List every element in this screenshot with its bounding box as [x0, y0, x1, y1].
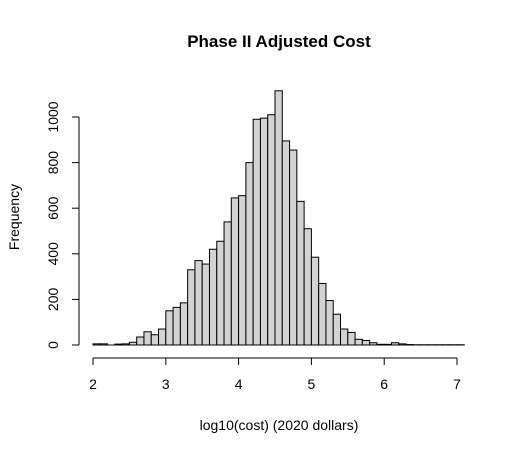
histogram-bar	[303, 228, 312, 346]
histogram-bar	[252, 118, 261, 346]
bars-group	[92, 90, 465, 346]
histogram-bar	[165, 310, 174, 346]
histogram-bar	[158, 328, 167, 346]
histogram-bar	[194, 260, 203, 346]
y-axis: 0 200 400 600 800 1000	[45, 101, 80, 349]
histogram-bar	[121, 343, 130, 346]
x-tick-label: 5	[308, 376, 316, 392]
histogram-bar	[296, 200, 305, 346]
y-tick-label: 400	[45, 242, 61, 266]
histogram-bar	[172, 306, 181, 346]
histogram-bar	[267, 114, 276, 346]
histogram-bar	[369, 342, 378, 346]
histogram-bar	[354, 338, 363, 346]
x-axis-label: log10(cost) (2020 dollars)	[200, 417, 359, 433]
histogram-bar	[245, 162, 254, 346]
histogram-bar	[114, 343, 123, 346]
x-tick-label: 2	[89, 376, 97, 392]
histogram-bar	[398, 343, 407, 346]
histogram-bar	[99, 343, 109, 346]
histogram-bar	[223, 221, 232, 346]
histogram-bar	[274, 90, 283, 346]
histogram-bar	[340, 328, 349, 346]
histogram-bar	[325, 300, 334, 346]
histogram-bar	[289, 149, 298, 346]
x-tick-label: 4	[235, 376, 243, 392]
histogram-bar	[150, 334, 160, 346]
y-tick-label: 0	[45, 341, 61, 349]
chart-title: Phase II Adjusted Cost	[187, 32, 371, 51]
histogram-bar	[179, 302, 189, 346]
histogram-bar	[238, 195, 247, 346]
histogram-bar	[92, 343, 101, 346]
histogram-bar	[201, 263, 210, 346]
histogram-bar	[259, 117, 269, 346]
y-axis-label: Frequency	[6, 184, 22, 250]
histogram-bar	[128, 341, 138, 346]
histogram-bar	[383, 343, 392, 346]
histogram-bar	[347, 331, 356, 346]
histogram-bar	[310, 256, 320, 346]
histogram-bar	[136, 336, 145, 346]
histogram-bar	[208, 248, 218, 346]
histogram-bar	[318, 282, 327, 346]
histogram-bar	[361, 339, 371, 346]
histogram-bar	[332, 313, 342, 346]
histogram-bar	[230, 197, 240, 346]
x-tick-label: 3	[162, 376, 170, 392]
histogram-bar	[376, 343, 385, 346]
histogram-bar	[187, 269, 196, 346]
histogram-bar	[390, 342, 400, 346]
histogram-bar	[281, 140, 291, 346]
x-tick-label: 6	[380, 376, 388, 392]
x-tick-label: 7	[453, 376, 461, 392]
x-axis: 2 3 4 5 6 7	[89, 357, 461, 392]
y-tick-label: 1000	[45, 101, 61, 132]
histogram-bar	[143, 331, 152, 346]
histogram-bar	[216, 240, 225, 346]
y-tick-label: 800	[45, 151, 61, 175]
y-tick-label: 600	[45, 196, 61, 220]
y-tick-label: 200	[45, 288, 61, 312]
